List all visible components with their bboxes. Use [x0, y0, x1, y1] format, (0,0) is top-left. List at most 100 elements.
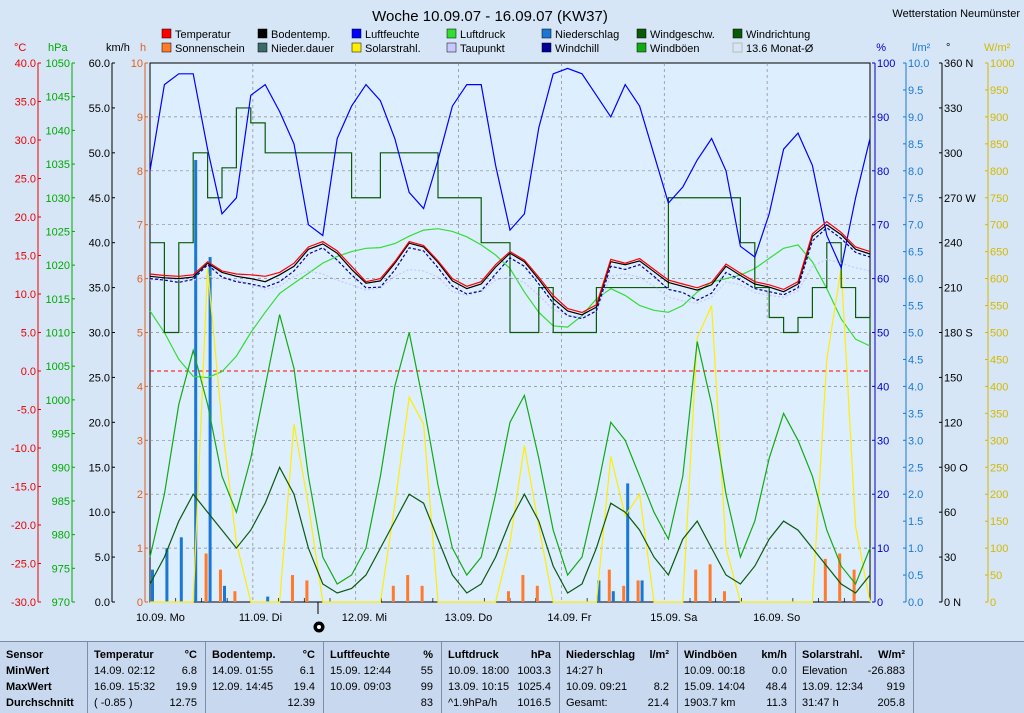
axis-tick-label: -25.0 [11, 559, 36, 571]
axis-tick-label: 5.0 [21, 328, 36, 340]
stats-unit: km/h [761, 649, 787, 661]
stats-header: Solarstrahl. [802, 649, 863, 661]
axis-tick-label: 1000 [46, 395, 70, 407]
axis-tick-label: 210 [944, 283, 962, 295]
stats-value: 8.2 [653, 681, 669, 693]
axis-tick-label: 10 [131, 58, 143, 70]
legend-label: Windrichtung [746, 29, 810, 41]
stats-value: -26.883 [867, 665, 905, 677]
axis-unit-label: ° [946, 42, 950, 54]
axis-tick-label: 3.5 [908, 408, 923, 420]
legend-item: Luftfeuchte [351, 28, 419, 41]
axis-tick-label: 8.5 [908, 139, 923, 151]
axis-tick-label: 300 [990, 435, 1008, 447]
axis-tick-label: 0 [877, 597, 883, 609]
stats-cell: 10.09. 00:18 [684, 665, 746, 677]
axis-tick-label: 10 [877, 543, 889, 555]
stats-cell: 12.09. 14:45 [212, 681, 274, 693]
axis-tick-label: -10.0 [11, 443, 36, 455]
stats-cell: ( -0.85 ) [94, 697, 133, 709]
axis-unit-label: l/m² [912, 42, 931, 54]
axis-tick-label: 1030 [46, 193, 70, 205]
legend-swatch [446, 28, 457, 39]
stats-value: 11.3 [766, 697, 787, 709]
axis-tick-label: 60 [877, 274, 889, 286]
axis-tick-label: 7 [137, 220, 143, 232]
axis-tick-label: 5.0 [908, 328, 923, 340]
stats-cell: MaxWert [6, 681, 52, 693]
axis-tick-label: 350 [990, 408, 1008, 420]
legend: Temperatur Bodentemp. Luftfeuchte Luftdruck… [161, 28, 814, 55]
axis-tick-label: 5.5 [908, 301, 923, 313]
axis-tick-label: 100 [877, 58, 895, 70]
axis-tick-label: 8.0 [908, 166, 923, 178]
bar-sonnenschein [607, 569, 611, 602]
x-labels: 10.09. Mo 11.09. Di 12.09. Mi 13.09. Do 14.0… [136, 612, 800, 624]
legend-swatch [636, 28, 647, 39]
axis-tick-label: 240 [944, 238, 962, 250]
bar-niederschlag [626, 483, 630, 602]
axis-tick-label: 40.0 [15, 58, 36, 70]
stats-unit: l/m² [649, 649, 669, 661]
legend-swatch [161, 28, 172, 39]
axis-tick-label: 650 [990, 247, 1008, 259]
legend-label: Luftfeuchte [365, 29, 419, 41]
axis-tick-label: 0 [990, 597, 996, 609]
stats-value: 55 [420, 665, 433, 677]
axis-tick-label: 500 [990, 328, 1008, 340]
axis-tick-label: 150 [944, 372, 962, 384]
axis-tick-label: 700 [990, 220, 1008, 232]
axis-tick-label: 30 [877, 435, 889, 447]
stats-value: 19.9 [175, 681, 197, 693]
axis-tick-label: 0 N [944, 597, 961, 609]
axis-tick-label: 4.5 [908, 354, 923, 366]
axis-tick-label: 180 S [944, 328, 973, 340]
series-line-windrichtung [150, 107, 871, 334]
x-tick-label: 12.09. Mi [342, 612, 387, 624]
stats-cell: 15.09. 12:44 [330, 665, 392, 677]
stats-column: Luftdruck hPa 10.09. 18:00 1003.3 13.09. 10:… [441, 642, 559, 713]
axis-tick-label: 25.0 [15, 174, 36, 186]
axis-tick-label: 40 [877, 381, 889, 393]
axis-tick-label: 90 [877, 112, 889, 124]
stats-cell: Durchschnitt [6, 697, 74, 709]
legend-swatch [161, 42, 172, 53]
axis-tick-label: 900 [990, 112, 1008, 124]
stats-value: 48.4 [765, 681, 787, 693]
legend-item: Temperatur [161, 28, 231, 41]
bar-sonnenschein [636, 580, 640, 602]
legend-label: Taupunkt [460, 43, 505, 55]
axis-tick-label: 8 [137, 166, 143, 178]
axis-tick-label: 6.0 [908, 274, 923, 286]
series-line-windchill [149, 227, 871, 320]
axis-tick-label: 55.0 [89, 103, 110, 115]
stats-cell: ^1.9hPa/h [448, 697, 498, 709]
axis-tick-label: 360 N [944, 58, 973, 70]
axis-tick-label: 600 [990, 274, 1008, 286]
series-line-windben [149, 314, 871, 586]
axis-tick-label: 7.0 [908, 220, 923, 232]
axis-tick-label: 1040 [46, 125, 70, 137]
axis-tick-label: 70 [877, 220, 889, 232]
bar-sonnenschein [219, 569, 222, 602]
axis-tick-label: 3 [137, 435, 143, 447]
axis-tick-label: 0.5 [908, 570, 923, 582]
stats-column: Bodentemp. °C 14.09. 01:55 6.1 12.09. 14:45 1… [205, 642, 323, 713]
axis-tick-label: 45.0 [89, 193, 110, 205]
bar-niederschlag [611, 591, 615, 602]
stats-header: Bodentemp. [212, 649, 276, 661]
axis-tick-label: 2 [137, 489, 143, 501]
legend-swatch [351, 42, 362, 53]
bar-sonnenschein [406, 575, 410, 602]
series-line-luftfeuchte [149, 67, 871, 270]
axis-tick-label: 35.0 [15, 97, 36, 109]
axis-tick-label: 200 [990, 489, 1008, 501]
axis-tick-label: -15.0 [11, 482, 36, 494]
bar-niederschlag [597, 580, 601, 602]
axis-tick-label: 2.0 [908, 489, 923, 501]
legend-item: Luftdruck [446, 28, 506, 41]
legend-item: Nieder.dauer [257, 42, 334, 55]
axis-tick-label: 985 [52, 496, 70, 508]
legend-item: Niederschlag [541, 28, 619, 41]
x-tick-label: 11.09. Di [239, 612, 282, 624]
